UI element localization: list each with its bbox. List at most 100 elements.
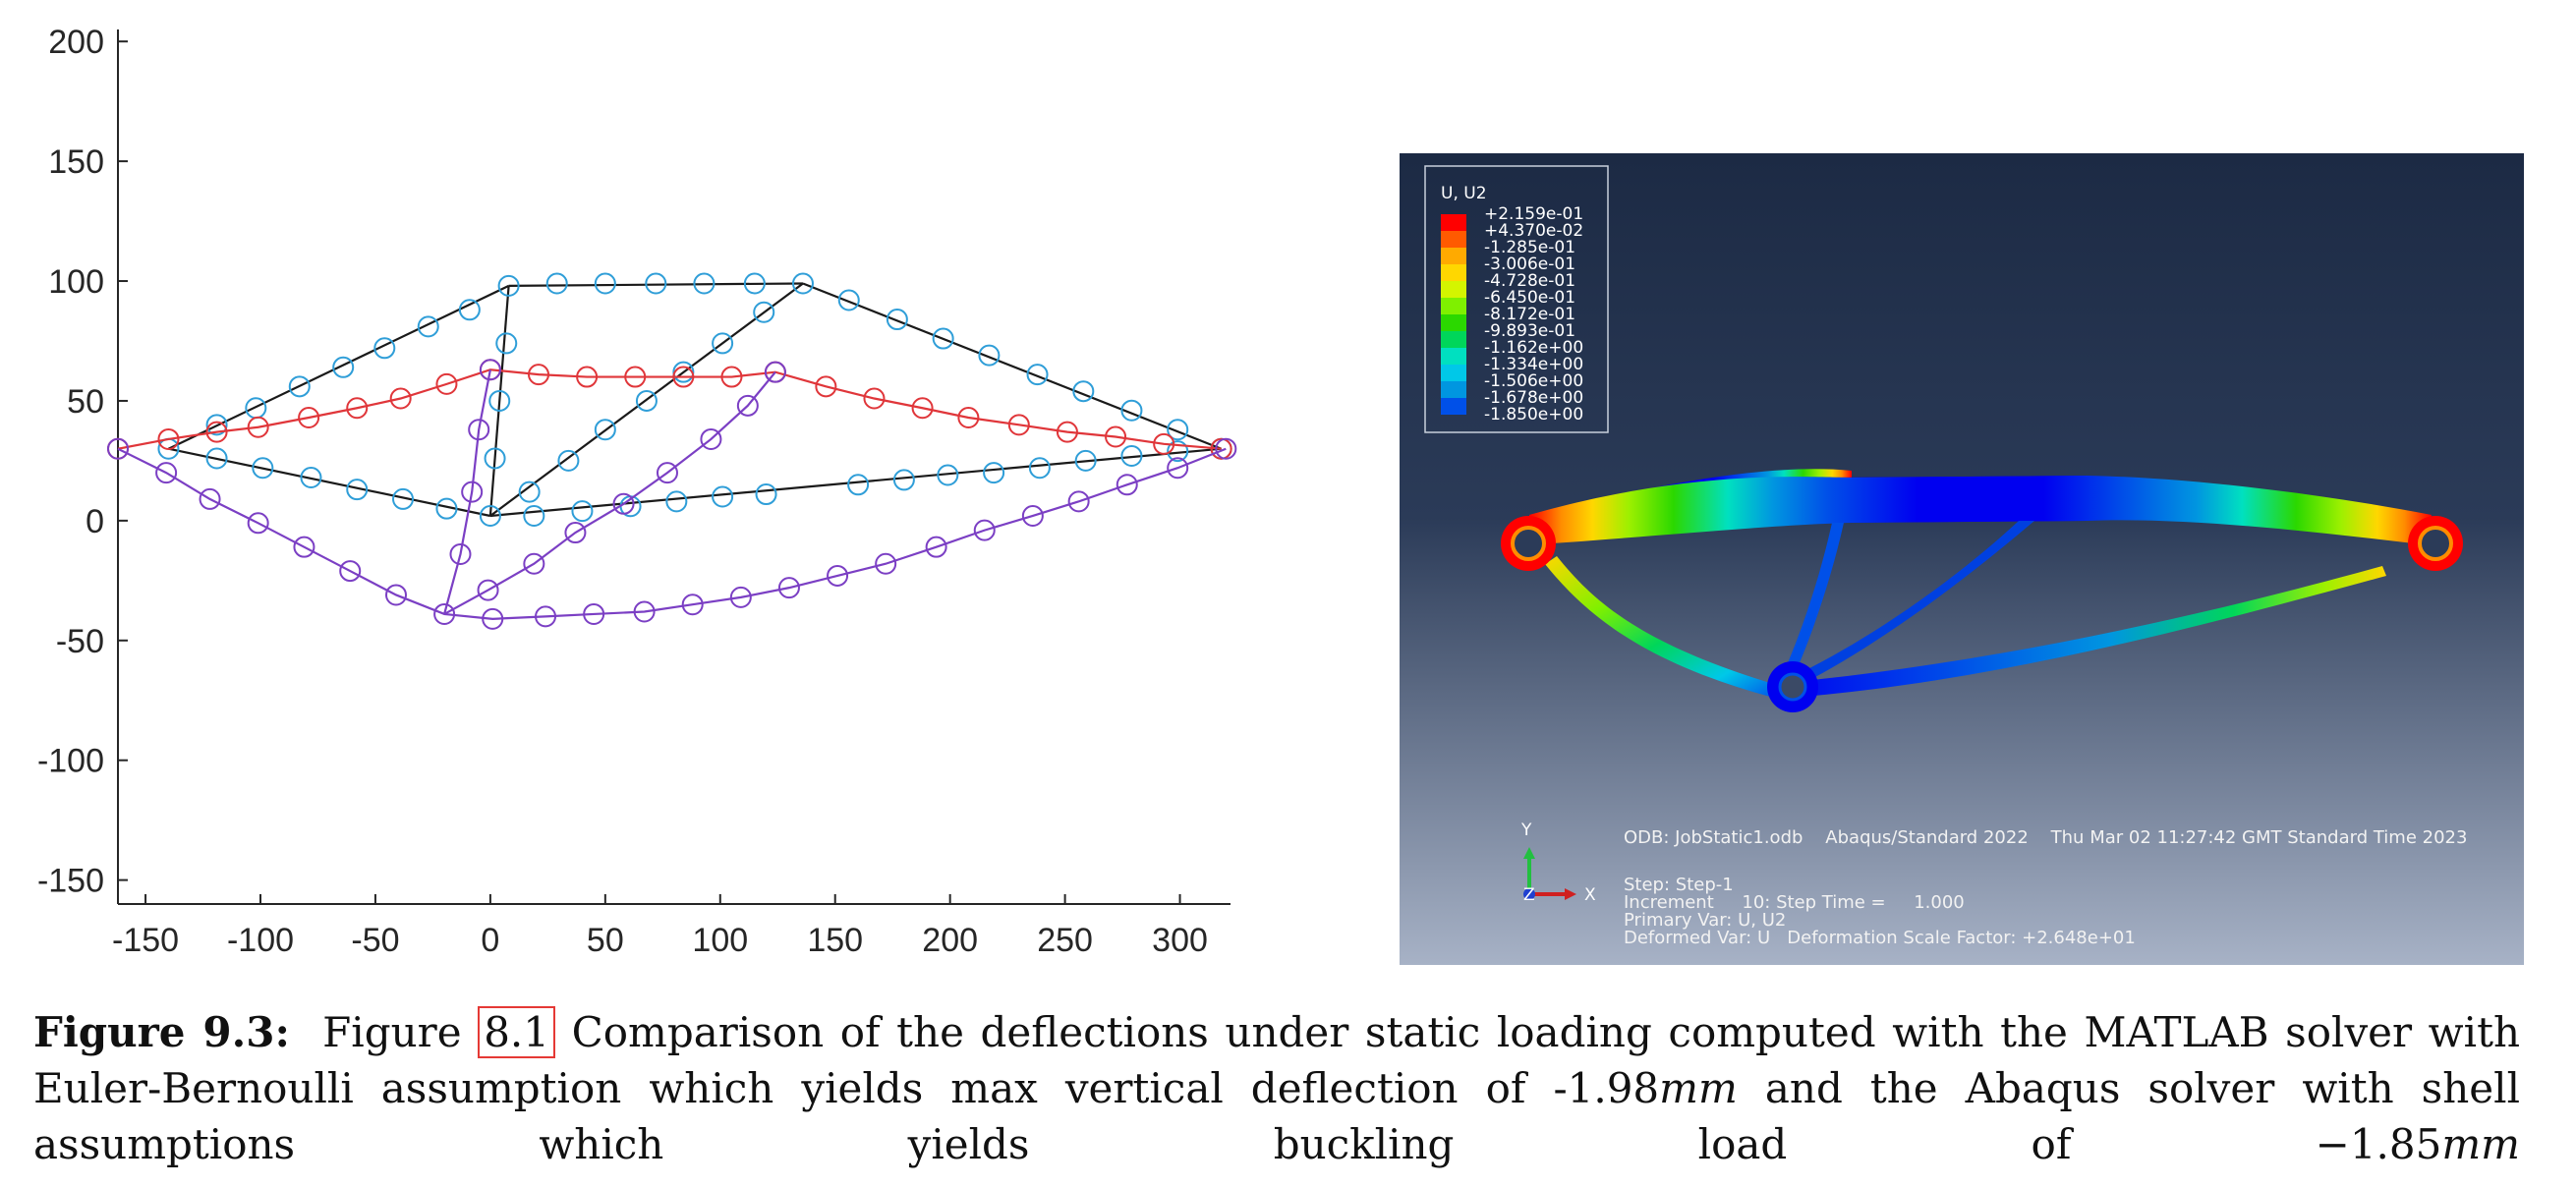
data-point-marker xyxy=(583,602,605,625)
truss-member-line xyxy=(488,285,510,517)
data-point-marker xyxy=(155,462,178,484)
plot-axes xyxy=(117,29,1231,905)
data-point-marker xyxy=(435,372,458,395)
data-point-marker xyxy=(777,577,800,599)
data-point-marker xyxy=(199,487,221,510)
data-point-marker xyxy=(886,309,908,331)
legend-labels: +2.159e-01+4.370e-02-1.285e-01-3.006e-01… xyxy=(1484,204,1583,424)
data-point-marker xyxy=(518,481,541,503)
data-point-marker xyxy=(449,543,472,565)
data-point-marker xyxy=(1116,474,1138,496)
data-point-marker xyxy=(479,504,501,527)
bottom-load-hole xyxy=(1778,672,1807,702)
left-diagonal-member xyxy=(1545,556,1778,699)
legend-value-label: -4.728e-01 xyxy=(1484,271,1575,291)
triad-x-arrow xyxy=(1565,888,1576,900)
caption-text: Figure 9.3: Figure 8.1 Comparison of the… xyxy=(33,1004,2520,1172)
x-tick-label: -50 xyxy=(351,922,399,959)
data-point-marker xyxy=(107,437,129,460)
data-point-marker xyxy=(288,375,311,398)
viewport-background xyxy=(1400,153,2524,965)
legend-frame xyxy=(1424,165,1609,433)
matlab-deflection-plot: -150 -100 -50 0 50 100 150 200 250 300 -150 -100 -5… xyxy=(37,24,1237,959)
data-point-marker xyxy=(461,481,484,503)
legend-color-swatch xyxy=(1441,398,1466,415)
legend-swatches xyxy=(1441,214,1466,415)
caption-unit-1: mm xyxy=(1659,1064,1738,1112)
series-deformed-top-chord xyxy=(107,359,1232,460)
deformed-bottom-chord-line xyxy=(117,447,1227,620)
data-point-marker xyxy=(1007,414,1030,436)
caption-figure-word: Figure xyxy=(322,1008,462,1056)
truss-member-line xyxy=(489,447,1222,518)
data-point-marker xyxy=(633,600,656,623)
x-tick-label: 250 xyxy=(1037,922,1093,959)
legend-value-label: +2.159e-01 xyxy=(1484,204,1583,224)
caption-body-part2: and the Abaqus solver with shell assumpt… xyxy=(33,1064,2521,1168)
data-point-marker xyxy=(373,337,396,360)
y-tick-label: -100 xyxy=(37,743,104,780)
legend-value-label: -1.285e-01 xyxy=(1484,238,1575,257)
odb-info: ODB: JobStatic1.odb Abaqus/Standard 2022… xyxy=(1624,827,2467,848)
increment-info: Increment 10: Step Time = 1.000 xyxy=(1624,892,1965,913)
data-point-marker xyxy=(484,447,506,470)
data-point-marker xyxy=(1074,449,1097,472)
data-point-marker xyxy=(528,364,550,386)
data-point-marker xyxy=(712,485,734,508)
data-point-marker xyxy=(1026,364,1049,386)
data-point-marker xyxy=(712,332,734,355)
truss-member-line xyxy=(167,284,510,450)
right-support-hole xyxy=(2418,526,2453,561)
legend-color-swatch xyxy=(1441,348,1466,365)
triad-x-label: X xyxy=(1584,885,1596,905)
step-info: Step: Step-1 xyxy=(1624,875,1734,895)
data-point-marker xyxy=(435,497,458,520)
legend-value-label: -1.334e+00 xyxy=(1484,355,1583,374)
data-point-marker xyxy=(1056,421,1078,443)
legend-value-label: -6.450e-01 xyxy=(1484,288,1575,308)
x-tick-label: -100 xyxy=(227,922,294,959)
data-point-marker xyxy=(385,584,407,606)
data-point-marker xyxy=(937,464,959,486)
legend-color-swatch xyxy=(1441,281,1466,298)
web-vertical-member xyxy=(1783,523,1844,679)
deformed-chord-line xyxy=(117,368,1222,450)
series-deformed-bottom-chord-and-web xyxy=(107,359,1237,630)
data-point-marker xyxy=(488,389,511,412)
data-point-marker xyxy=(1067,490,1090,513)
caption-figure-reference-link[interactable]: 8.1 xyxy=(478,1006,555,1058)
x-tick-label: 50 xyxy=(587,922,624,959)
data-point-marker xyxy=(1072,380,1095,403)
y-tick-label: 200 xyxy=(48,24,104,61)
x-tick-label: -150 xyxy=(112,922,179,959)
data-point-marker xyxy=(497,274,520,297)
data-point-marker xyxy=(332,356,355,378)
y-axis-ticks: -150 -100 -50 0 50 100 150 200 xyxy=(37,24,128,900)
y-tick-label: 150 xyxy=(48,143,104,181)
data-point-marker xyxy=(523,504,545,527)
deformed-var-info: Deformed Var: U Deformation Scale Factor… xyxy=(1624,928,2136,948)
data-point-marker xyxy=(594,272,616,295)
data-point-marker xyxy=(477,579,499,601)
data-point-marker xyxy=(205,414,228,436)
y-tick-label: -150 xyxy=(37,863,104,900)
triad-z-label: Z xyxy=(1523,885,1535,905)
data-point-marker xyxy=(743,272,766,295)
y-tick-label: -50 xyxy=(56,623,104,660)
data-point-marker xyxy=(205,421,228,443)
legend-color-swatch xyxy=(1441,248,1466,264)
y-tick-label: 100 xyxy=(48,263,104,301)
left-support-hole xyxy=(1511,526,1546,561)
legend-value-label: -3.006e-01 xyxy=(1484,255,1575,274)
data-point-marker xyxy=(571,500,594,523)
x-tick-label: 0 xyxy=(481,922,499,959)
data-point-marker xyxy=(755,483,777,506)
data-point-marker xyxy=(468,419,490,441)
data-point-marker xyxy=(247,512,269,535)
caption-body-part1: Comparison of the deflections under stat… xyxy=(33,1008,2520,1112)
data-point-marker xyxy=(693,272,716,295)
data-point-marker xyxy=(417,315,439,338)
legend-value-label: -1.506e+00 xyxy=(1484,371,1583,391)
top-beam xyxy=(1529,476,2432,544)
